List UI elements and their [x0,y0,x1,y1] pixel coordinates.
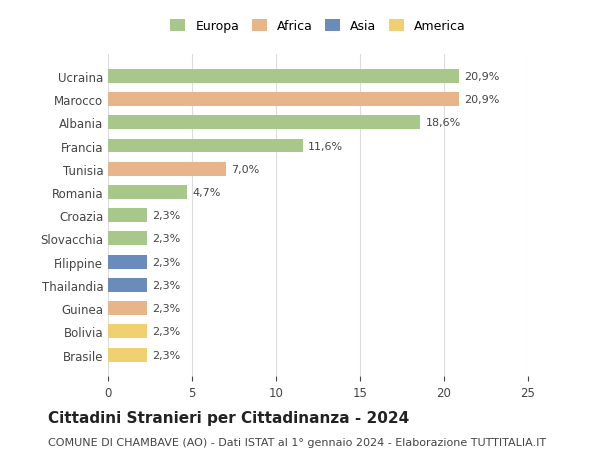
Bar [108,93,459,107]
Text: 2,3%: 2,3% [152,211,180,221]
Bar [108,139,303,153]
Bar [108,255,146,269]
Bar [108,348,146,362]
Bar [108,325,146,339]
Text: 20,9%: 20,9% [464,95,500,105]
Bar [108,232,146,246]
Legend: Europa, Africa, Asia, America: Europa, Africa, Asia, America [170,20,466,33]
Text: 11,6%: 11,6% [308,141,343,151]
Bar [108,209,146,223]
Bar [108,302,146,315]
Bar [108,70,459,84]
Text: 4,7%: 4,7% [192,188,220,197]
Text: 2,3%: 2,3% [152,350,180,360]
Text: 2,3%: 2,3% [152,280,180,290]
Text: COMUNE DI CHAMBAVE (AO) - Dati ISTAT al 1° gennaio 2024 - Elaborazione TUTTITALI: COMUNE DI CHAMBAVE (AO) - Dati ISTAT al … [48,437,546,447]
Text: 20,9%: 20,9% [464,72,500,82]
Text: 2,3%: 2,3% [152,303,180,313]
Text: 2,3%: 2,3% [152,257,180,267]
Text: 2,3%: 2,3% [152,234,180,244]
Text: 7,0%: 7,0% [230,164,259,174]
Text: 2,3%: 2,3% [152,327,180,336]
Bar [108,162,226,176]
Bar [108,185,187,200]
Bar [108,278,146,292]
Text: Cittadini Stranieri per Cittadinanza - 2024: Cittadini Stranieri per Cittadinanza - 2… [48,410,409,425]
Text: 18,6%: 18,6% [425,118,461,128]
Bar [108,116,421,130]
